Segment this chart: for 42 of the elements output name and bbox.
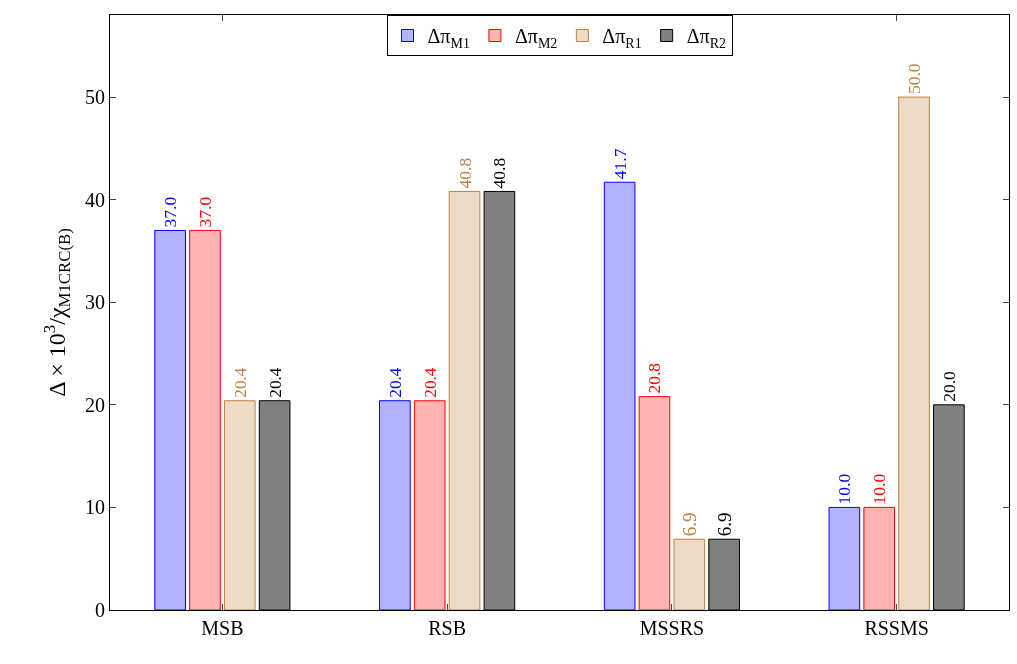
- data-label: 20.4: [230, 367, 250, 398]
- data-label: 20.4: [265, 367, 285, 398]
- data-label: 6.9: [678, 512, 700, 537]
- x-tick-label: RSB: [428, 617, 467, 639]
- y-tick-label: 30: [85, 291, 105, 314]
- bar: [603, 181, 636, 610]
- bar: [413, 400, 446, 610]
- data-label: 10.0: [834, 473, 855, 505]
- legend-label: Δπ$_{M1}$: [427, 25, 470, 51]
- bar: [673, 538, 706, 610]
- bar: [898, 96, 930, 610]
- bar: [223, 400, 256, 610]
- data-label: 50.0: [904, 63, 925, 95]
- x-tick-label: MSB: [201, 617, 244, 639]
- bar: [448, 190, 481, 610]
- data-label: 20.4: [385, 367, 405, 398]
- bar: [189, 229, 221, 610]
- x-tick-label: RSSMS: [864, 617, 929, 639]
- bar: [828, 506, 861, 610]
- legend-label: Δπ$_{R2}$: [686, 25, 726, 51]
- y-tick-label: 20: [85, 393, 105, 416]
- x-tick-label: MSSRS: [639, 617, 705, 639]
- data-label: 10.0: [869, 473, 890, 505]
- y-tick-label: 0: [95, 599, 105, 621]
- y-tick-label: 40: [85, 188, 105, 211]
- data-label: 37.0: [160, 196, 181, 228]
- legend-label: Δπ$_{R1}$: [602, 25, 642, 51]
- data-label: 20.8: [644, 362, 665, 394]
- data-label: 37.0: [194, 196, 215, 228]
- bar: [379, 400, 411, 610]
- data-label: 6.9: [713, 512, 735, 537]
- y-tick-label: 50: [85, 86, 105, 109]
- legend-label: Δπ$_{M2}$: [514, 25, 558, 51]
- data-label: 41.7: [609, 148, 630, 180]
- data-label: 40.8: [454, 157, 475, 189]
- bar: [154, 229, 186, 610]
- bar: [638, 396, 671, 610]
- y-tick-label: 10: [85, 496, 105, 519]
- bar: [863, 506, 896, 610]
- data-label: 40.8: [489, 157, 510, 189]
- data-label: 20.0: [938, 370, 959, 402]
- data-label: 20.4: [420, 367, 440, 398]
